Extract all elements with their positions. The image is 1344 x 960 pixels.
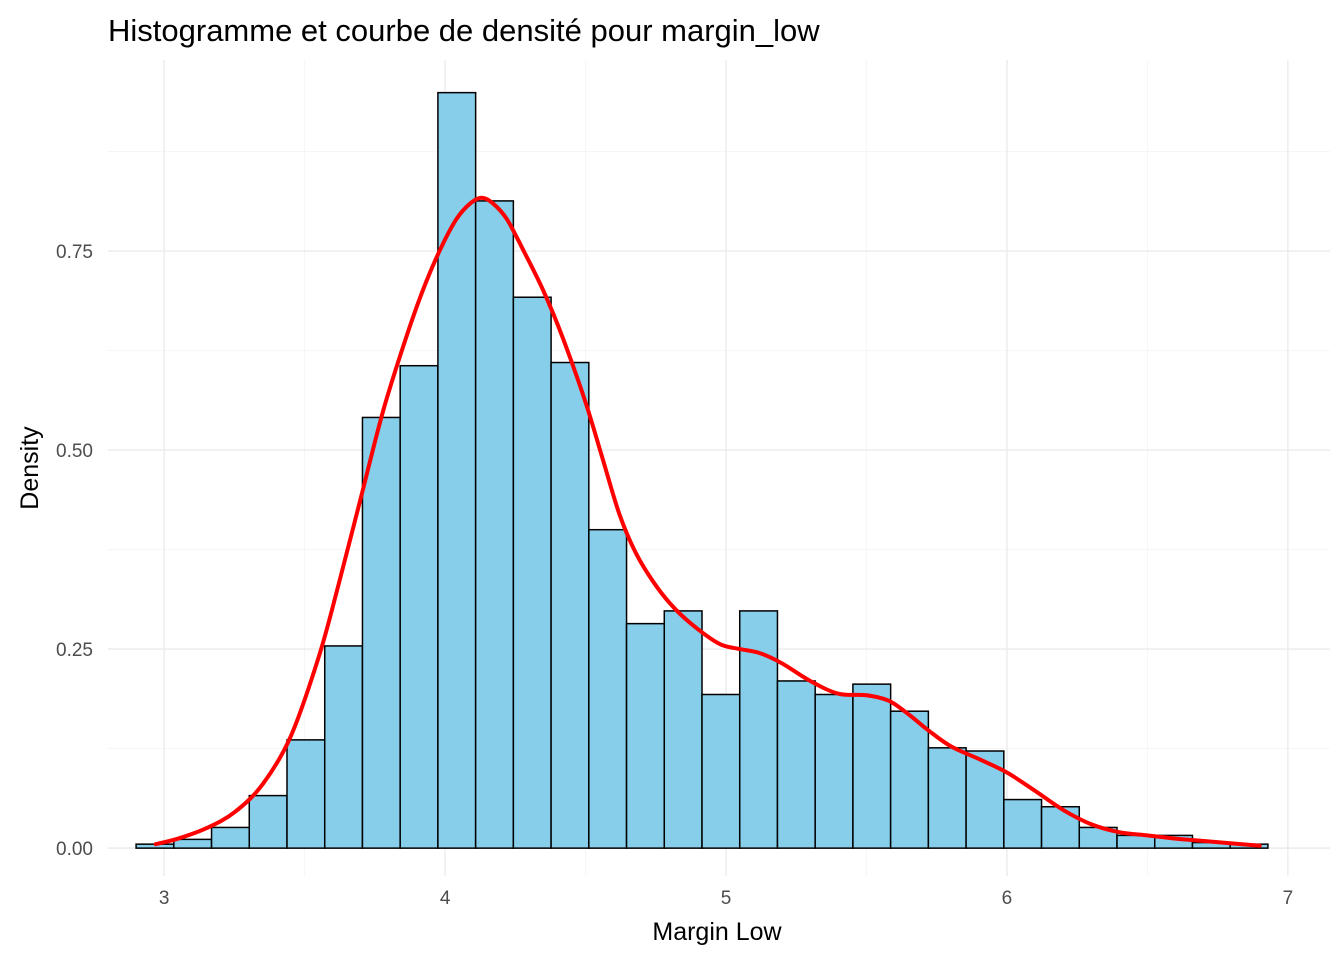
histogram-bar [173,838,213,849]
histogram-bar [323,645,364,849]
histogram-bar [625,622,666,849]
histogram-bar [852,683,892,849]
histogram-bar [738,610,779,849]
histogram-bar [550,361,590,849]
histogram-bar [512,296,552,849]
y-tick-label: 0.00 [56,839,93,860]
histogram-bar [701,693,741,849]
y-axis-ticks: 0.00 0.25 0.50 0.75 [56,242,93,860]
histogram-bar [248,794,288,849]
histogram-bar [965,750,1005,849]
density-curve-layer [153,195,1262,848]
histogram-bar [210,826,251,849]
x-tick-label: 7 [1283,888,1294,909]
histogram-bars [135,91,1269,849]
histogram-bar [286,739,326,849]
histogram-bar [399,364,439,849]
x-tick-label: 5 [721,888,732,909]
y-tick-label: 0.75 [56,242,93,263]
histogram-bar [889,710,930,849]
histogram-bar [437,91,477,849]
y-axis-title: Density [16,426,44,510]
histogram-bar [474,200,515,849]
histogram-bar [361,416,401,849]
y-tick-label: 0.25 [56,640,93,661]
x-axis-title: Margin Low [652,918,782,946]
histogram-bar [927,747,967,849]
histogram-bar [814,693,854,849]
histogram-bar [663,610,703,849]
chart-title: Histogramme et courbe de densité pour ma… [108,13,820,48]
density-curve [153,195,1262,848]
y-tick-label: 0.50 [56,441,93,462]
histogram-bar [1040,805,1081,849]
x-axis-ticks: 3 4 5 6 7 [159,888,1293,909]
histogram-bar [588,528,628,849]
x-tick-label: 4 [440,888,451,909]
histogram-bar [776,680,816,849]
histogram-bar [1003,798,1043,849]
x-tick-label: 6 [1002,888,1013,909]
x-tick-label: 3 [159,888,170,909]
